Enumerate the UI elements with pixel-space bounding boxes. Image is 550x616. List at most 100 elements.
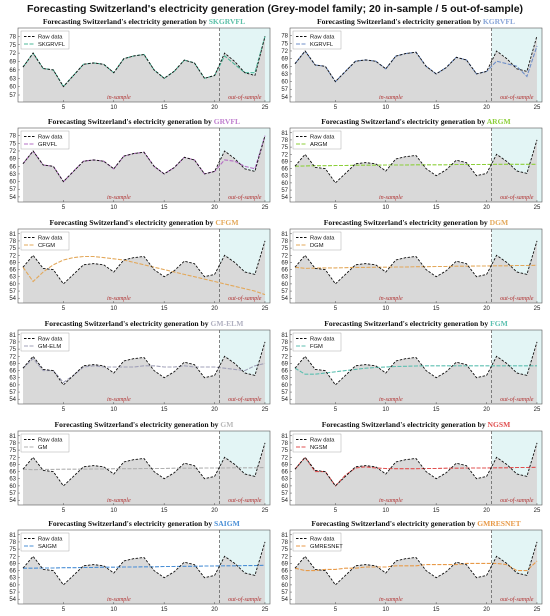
y-tick-label: 75 bbox=[9, 141, 16, 147]
y-tick-label: 78 bbox=[9, 441, 16, 447]
in-sample-label: in-sample bbox=[379, 397, 403, 403]
y-tick-label: 57 bbox=[281, 491, 288, 497]
x-tick-label: 25 bbox=[262, 306, 269, 312]
x-tick-label: 15 bbox=[433, 407, 440, 413]
x-tick-label: 20 bbox=[211, 607, 218, 613]
out-of-sample-label: out-of-sample bbox=[228, 396, 262, 403]
legend-label-model: KGRVFL bbox=[310, 42, 334, 48]
panel-title-model: SKGRVFL bbox=[209, 17, 245, 26]
series-line-raw-data bbox=[22, 442, 266, 487]
y-tick-label: 54 bbox=[281, 296, 288, 302]
chart-panel-grvfl: 54 57 60 63 66 69 72 75 78 5 10 15 20 25 in-sample out-… bbox=[4, 114, 276, 214]
y-tick-label: 66 bbox=[9, 470, 16, 476]
panel-title: Forecasting Switzerland's electricity ge… bbox=[45, 319, 244, 328]
panel-title-model: CFGM bbox=[215, 218, 238, 227]
x-tick-label: 20 bbox=[483, 607, 490, 613]
y-tick-label: 57 bbox=[281, 390, 288, 396]
y-tick-label: 66 bbox=[281, 369, 288, 375]
y-tick-label: 69 bbox=[281, 462, 288, 468]
x-tick-label: 10 bbox=[382, 508, 389, 514]
in-sample-label: in-sample bbox=[107, 397, 131, 403]
panel-title: Forecasting Switzerland's electricity ge… bbox=[43, 17, 245, 26]
plot-frame bbox=[289, 27, 543, 103]
legend-label-raw-data: Raw data bbox=[38, 337, 63, 343]
y-tick-label: 66 bbox=[281, 268, 288, 274]
x-tick-label: 25 bbox=[262, 205, 269, 211]
x-tick-label: 25 bbox=[262, 407, 269, 413]
y-tick-label: 63 bbox=[281, 576, 288, 582]
y-tick-label: 75 bbox=[281, 246, 288, 252]
y-tick-label: 72 bbox=[281, 354, 288, 360]
series-line-raw-data bbox=[294, 341, 538, 386]
y-tick-label: 81 bbox=[9, 533, 16, 539]
y-tick-label: 72 bbox=[281, 253, 288, 259]
y-tick-label: 66 bbox=[9, 68, 16, 74]
y-tick-label: 63 bbox=[9, 76, 16, 82]
y-tick-label: 72 bbox=[281, 455, 288, 461]
in-sample-label: in-sample bbox=[379, 498, 403, 504]
plot-frame bbox=[289, 529, 543, 605]
plot-frame bbox=[17, 228, 271, 304]
legend-label-raw-data: Raw data bbox=[38, 35, 63, 41]
in-sample-label: in-sample bbox=[379, 597, 403, 603]
y-tick-label: 63 bbox=[9, 576, 16, 582]
series-line-raw-data bbox=[22, 341, 266, 386]
chart-panel-skgrvfl: 57 60 63 66 69 72 75 78 5 10 15 20 25 in-sample out-of… bbox=[4, 14, 276, 114]
y-tick-label: 72 bbox=[9, 149, 16, 155]
in-sample-label: in-sample bbox=[379, 95, 403, 101]
x-tick-label: 15 bbox=[161, 407, 168, 413]
x-tick-label: 25 bbox=[534, 407, 541, 413]
x-tick-label: 20 bbox=[211, 306, 218, 312]
y-tick-label: 69 bbox=[281, 561, 288, 567]
x-tick-label: 15 bbox=[161, 607, 168, 613]
y-tick-label: 57 bbox=[9, 491, 16, 497]
y-tick-label: 63 bbox=[281, 376, 288, 382]
y-tick-label: 81 bbox=[281, 434, 288, 440]
x-tick-label: 15 bbox=[433, 607, 440, 613]
plot-frame bbox=[17, 529, 271, 605]
raw-area-fill bbox=[295, 341, 537, 404]
plot-frame bbox=[289, 228, 543, 304]
y-tick-label: 69 bbox=[281, 260, 288, 266]
out-of-sample-label: out-of-sample bbox=[500, 295, 534, 302]
series-line-raw-data bbox=[22, 36, 266, 88]
series-line-raw-data bbox=[294, 442, 538, 487]
y-tick-label: 69 bbox=[281, 159, 288, 165]
y-tick-label: 54 bbox=[281, 397, 288, 403]
in-sample-label: in-sample bbox=[379, 195, 403, 201]
y-tick-label: 75 bbox=[9, 246, 16, 252]
chart-panel-ngsm: 54 57 60 63 66 69 72 75 78 81 5 10 15 20 25 in-sample ou… bbox=[276, 417, 548, 517]
chart-panel-cfgm: 54 57 60 63 66 69 72 75 78 81 5 10 15 20 25 in-sample ou… bbox=[4, 215, 276, 315]
x-tick-label: 5 bbox=[62, 508, 66, 514]
series-line-ngsm bbox=[294, 456, 538, 487]
panel-title: Forecasting Switzerland's electricity ge… bbox=[311, 519, 520, 528]
y-tick-label: 72 bbox=[9, 354, 16, 360]
x-tick-label: 15 bbox=[161, 508, 168, 514]
panel-title-model: NGSM bbox=[488, 420, 511, 429]
y-tick-label: 60 bbox=[9, 180, 16, 186]
panel-title-prefix: Forecasting Switzerland's electricity ge… bbox=[324, 218, 490, 227]
y-tick-label: 81 bbox=[281, 533, 288, 539]
x-tick-label: 10 bbox=[110, 205, 117, 211]
series-line-dgm bbox=[294, 264, 538, 269]
x-tick-label: 20 bbox=[483, 205, 490, 211]
y-tick-label: 75 bbox=[281, 547, 288, 553]
x-tick-label: 5 bbox=[62, 205, 66, 211]
series-line-raw-data bbox=[22, 541, 266, 586]
in-sample-label: in-sample bbox=[107, 296, 131, 302]
y-tick-label: 78 bbox=[9, 134, 16, 140]
x-tick-label: 25 bbox=[262, 508, 269, 514]
y-tick-label: 78 bbox=[9, 540, 16, 546]
raw-area-fill bbox=[23, 442, 265, 505]
panel-title: Forecasting Switzerland's electricity ge… bbox=[324, 218, 508, 227]
x-tick-label: 25 bbox=[534, 607, 541, 613]
raw-area-fill bbox=[295, 139, 537, 202]
out-of-sample-label: out-of-sample bbox=[228, 194, 262, 201]
